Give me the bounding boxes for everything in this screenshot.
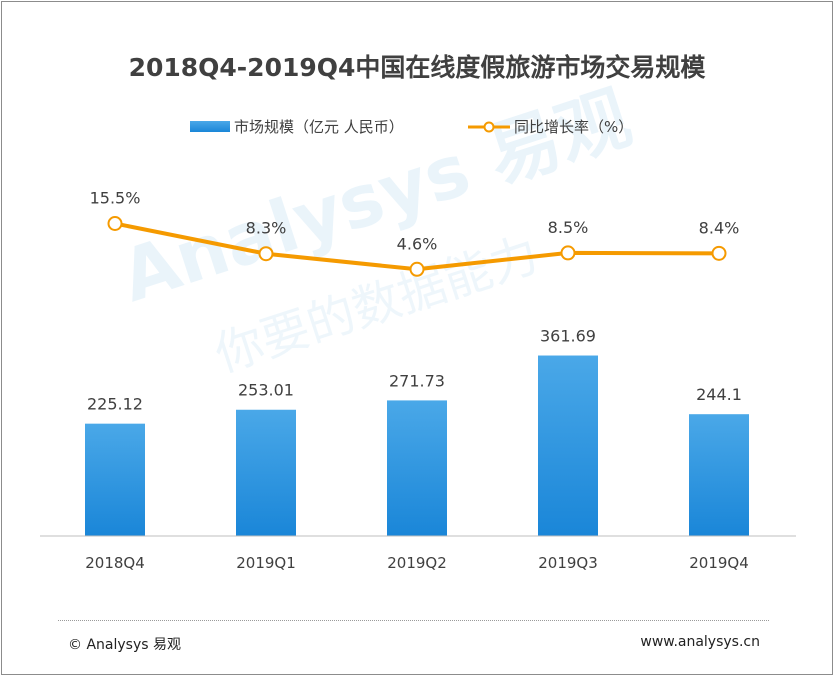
- footer-divider: [58, 620, 769, 621]
- growth-rate-label: 4.6%: [397, 234, 438, 253]
- bar-value-label: 271.73: [389, 371, 445, 390]
- legend-line-label: 同比增长率（%）: [514, 118, 634, 136]
- bar-2019Q1: [236, 409, 296, 536]
- footer-website[interactable]: www.analysys.cn: [640, 634, 760, 650]
- growth-rate-point: [409, 261, 425, 277]
- growth-rate-point: [560, 245, 576, 261]
- growth-rate-label: 8.5%: [548, 218, 589, 237]
- legend-line-swatch: [468, 121, 510, 133]
- chart-title: 2018Q4-2019Q4中国在线度假旅游市场交易规模: [128, 53, 706, 82]
- legend-bar-swatch: [190, 121, 230, 132]
- growth-rate-label: 8.3%: [246, 219, 287, 238]
- x-tick-label: 2019Q2: [387, 554, 447, 572]
- bar-2018Q4: [85, 423, 145, 536]
- legend-bar-label: 市场规模（亿元 人民币）: [234, 118, 404, 136]
- labels-layer: 225.12 2018Q4 253.01 2019Q1 271.73 2019Q2 361.…: [85, 189, 749, 573]
- x-tick-label: 2019Q3: [538, 554, 598, 572]
- x-tick-label: 2019Q1: [236, 554, 296, 572]
- growth-rate-label: 8.4%: [699, 218, 740, 237]
- bar-2019Q3: [538, 355, 598, 536]
- bars-layer: [85, 355, 749, 536]
- x-tick-label: 2019Q4: [689, 554, 749, 572]
- footer-copyright: © Analysys 易观: [68, 637, 181, 653]
- bar-2019Q2: [387, 400, 447, 536]
- bar-value-label: 225.12: [87, 395, 143, 414]
- x-tick-label: 2018Q4: [85, 554, 145, 572]
- growth-rate-point: [711, 245, 727, 261]
- bar-value-label: 361.69: [540, 327, 596, 346]
- growth-rate-point: [107, 216, 123, 231]
- legend: 市场规模（亿元 人民币） 同比增长率（%）: [2, 116, 832, 138]
- bar-2019Q4: [689, 414, 749, 536]
- bar-value-label: 244.1: [696, 385, 742, 404]
- growth-rate-label: 15.5%: [90, 189, 141, 208]
- bar-value-label: 253.01: [238, 381, 294, 400]
- growth-rate-point: [258, 246, 274, 262]
- line-layer: [107, 216, 727, 277]
